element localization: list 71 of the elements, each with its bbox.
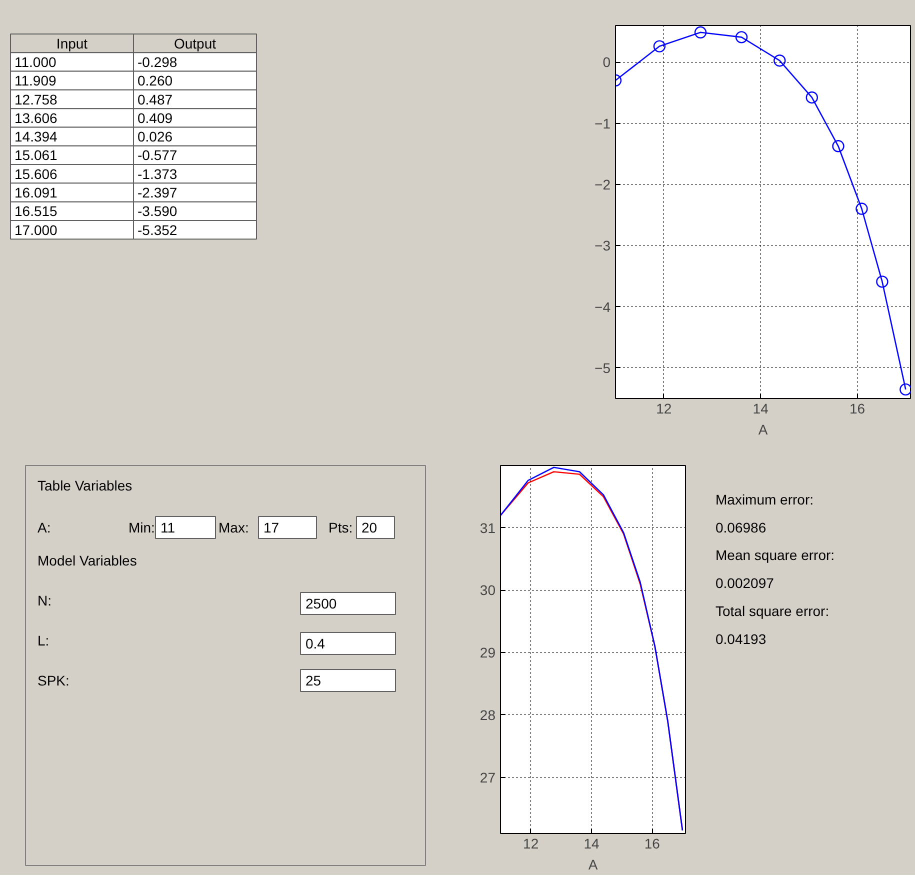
y-tick-label: 31	[480, 520, 496, 536]
y-tick-label: 27	[480, 769, 496, 786]
y-tick-label: −3	[594, 238, 611, 254]
text: -5.352	[138, 222, 178, 238]
x-tick-label: 12	[656, 400, 672, 416]
point	[876, 276, 888, 288]
text: 13.606	[14, 110, 58, 126]
text: 15.606	[14, 166, 58, 182]
text: 11.000	[14, 54, 56, 70]
x-tick-label: 14	[584, 836, 600, 852]
y-tick-label: 28	[480, 706, 496, 723]
text: Table Variables	[38, 478, 132, 494]
text: -0.577	[138, 147, 178, 164]
text: 17.000	[14, 222, 58, 238]
text: Pts:	[328, 520, 353, 536]
text: 0.487	[138, 91, 173, 108]
text: Model Variables	[38, 552, 137, 568]
text: 0.260	[138, 72, 173, 89]
y-tick-label: −2	[594, 176, 611, 192]
x-axis-title: A	[758, 422, 768, 438]
point	[694, 26, 707, 38]
text: 20	[362, 520, 378, 536]
y-tick-label: −4	[594, 298, 611, 315]
text: Min:	[128, 520, 155, 536]
y-tick-label: −1	[594, 115, 611, 132]
text: 16.515	[14, 203, 58, 220]
text: -1.373	[138, 166, 178, 182]
text: Maximum error:	[716, 491, 814, 508]
y-tick-label: 29	[480, 644, 496, 661]
text: 11.909	[14, 72, 56, 89]
x-tick-label: 14	[752, 400, 769, 416]
text: 0.04193	[716, 630, 766, 647]
point	[832, 140, 844, 152]
point	[806, 91, 818, 104]
text: 15.061	[14, 147, 58, 164]
text: SPK:	[38, 672, 70, 688]
text: 12.758	[14, 91, 58, 108]
y-tick-label: 30	[480, 582, 496, 598]
text: L:	[38, 632, 50, 648]
text: 0.002097	[716, 575, 774, 592]
text: Max:	[218, 520, 249, 536]
text: 2500	[306, 596, 337, 612]
y-tick-label: 0	[602, 54, 611, 70]
text: N:	[38, 592, 52, 608]
text: 17	[264, 520, 280, 536]
text: Input	[56, 35, 88, 52]
text: 0.06986	[716, 519, 766, 536]
text: 25	[306, 672, 322, 688]
text: 11	[160, 520, 176, 536]
point	[900, 383, 910, 396]
x-tick-label: 16	[850, 400, 866, 416]
point	[774, 54, 786, 67]
point	[856, 202, 868, 215]
x-axis-title: A	[588, 856, 598, 872]
text: Mean square error:	[716, 547, 835, 564]
text: 16.091	[14, 184, 58, 200]
text: 0.409	[138, 110, 173, 126]
text: -3.590	[138, 203, 178, 220]
text: -0.298	[138, 54, 178, 70]
x-tick-label: 16	[644, 836, 660, 852]
text: 0.026	[138, 128, 173, 145]
point	[735, 31, 748, 44]
text: A:	[38, 520, 51, 536]
y-tick-label: −5	[594, 360, 611, 376]
text: Output	[174, 35, 216, 52]
text: Total square error:	[716, 603, 830, 620]
text: 0.4	[306, 636, 326, 652]
point	[653, 40, 666, 52]
x-tick-label: 12	[523, 836, 539, 852]
text: -2.397	[138, 184, 178, 200]
text: 14.394	[14, 128, 58, 145]
